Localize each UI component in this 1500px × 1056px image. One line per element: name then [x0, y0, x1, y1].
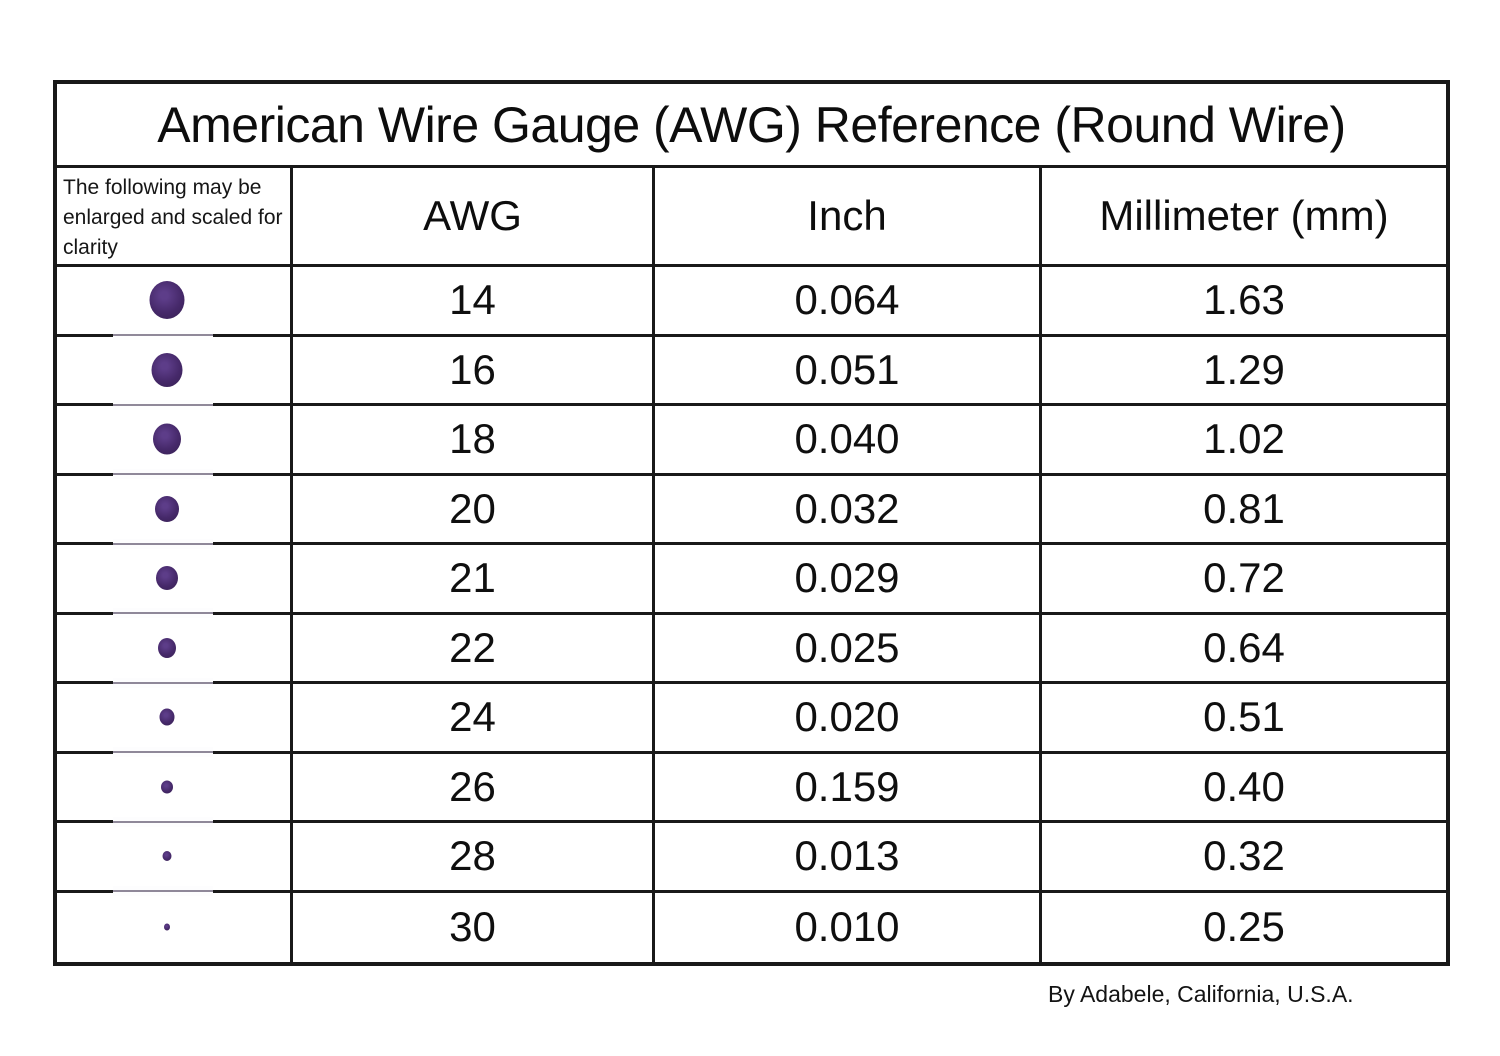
- mm-value: 0.51: [1042, 684, 1446, 754]
- wire-sample-cell: [57, 267, 293, 340]
- wire-sample-cell: [57, 684, 293, 757]
- wire-sample-cell: [57, 823, 293, 896]
- awg-value: 26: [293, 753, 655, 823]
- awg-value: 16: [293, 336, 655, 406]
- mm-value: 0.81: [1042, 475, 1446, 545]
- table-title: American Wire Gauge (AWG) Reference (Rou…: [57, 84, 1446, 168]
- wire-cross-section-dot-icon: [159, 708, 175, 726]
- inch-value: 0.051: [655, 336, 1042, 406]
- wire-cross-section-dot-icon: [155, 495, 179, 522]
- wire-cross-section-dot-icon: [162, 851, 172, 862]
- image-seam: [113, 886, 213, 896]
- inch-value: 0.159: [655, 753, 1042, 823]
- inch-value: 0.032: [655, 475, 1042, 545]
- inch-value: 0.020: [655, 684, 1042, 754]
- wire-sample-cell: [57, 545, 293, 618]
- image-seam: [113, 469, 213, 479]
- inch-value: 0.064: [655, 267, 1042, 337]
- wire-sample-cell: [57, 892, 293, 962]
- image-seam: [113, 816, 213, 827]
- image-seam: [113, 677, 213, 688]
- mm-value: 0.72: [1042, 545, 1446, 615]
- awg-value: 22: [293, 614, 655, 684]
- attribution-text: By Adabele, California, U.S.A.: [1048, 981, 1354, 1007]
- awg-table: American Wire Gauge (AWG) Reference (Rou…: [53, 80, 1450, 966]
- wire-sample-cell: [57, 336, 293, 410]
- wire-sample-cell: [57, 753, 293, 827]
- awg-value: 28: [293, 823, 655, 893]
- wire-cross-section-dot-icon: [158, 637, 176, 658]
- awg-value: 24: [293, 684, 655, 754]
- inch-value: 0.013: [655, 823, 1042, 893]
- mm-value: 1.29: [1042, 336, 1446, 406]
- image-seam: [113, 608, 213, 618]
- wire-sample-cell: [57, 614, 293, 688]
- wire-sample-cell: [57, 475, 293, 549]
- image-seam: [113, 399, 213, 410]
- mm-value: 0.32: [1042, 823, 1446, 893]
- mm-value: 1.02: [1042, 406, 1446, 476]
- wire-cross-section-dot-icon: [161, 780, 173, 794]
- wire-cross-section-dot-icon: [156, 566, 178, 591]
- image-seam: [113, 747, 213, 757]
- wire-cross-section-dot-icon: [153, 423, 181, 455]
- inch-value: 0.029: [655, 545, 1042, 615]
- awg-value: 18: [293, 406, 655, 476]
- column-header-mm: Millimeter (mm): [1042, 168, 1446, 267]
- scale-note: The following may be enlarged and scaled…: [57, 168, 293, 267]
- image-seam: [113, 330, 213, 340]
- column-header-inch: Inch: [655, 168, 1042, 267]
- mm-value: 0.40: [1042, 753, 1446, 823]
- inch-value: 0.010: [655, 892, 1042, 962]
- wire-cross-section-dot-icon: [151, 352, 183, 387]
- wire-cross-section-dot-icon: [164, 923, 170, 931]
- inch-value: 0.040: [655, 406, 1042, 476]
- mm-value: 0.64: [1042, 614, 1446, 684]
- column-header-awg: AWG: [293, 168, 655, 267]
- wire-cross-section-dot-icon: [149, 281, 185, 320]
- wire-sample-cell: [57, 406, 293, 479]
- awg-value: 20: [293, 475, 655, 545]
- awg-value: 14: [293, 267, 655, 337]
- mm-value: 0.25: [1042, 892, 1446, 962]
- mm-value: 1.63: [1042, 267, 1446, 337]
- inch-value: 0.025: [655, 614, 1042, 684]
- awg-value: 21: [293, 545, 655, 615]
- image-seam: [113, 538, 213, 549]
- awg-value: 30: [293, 892, 655, 962]
